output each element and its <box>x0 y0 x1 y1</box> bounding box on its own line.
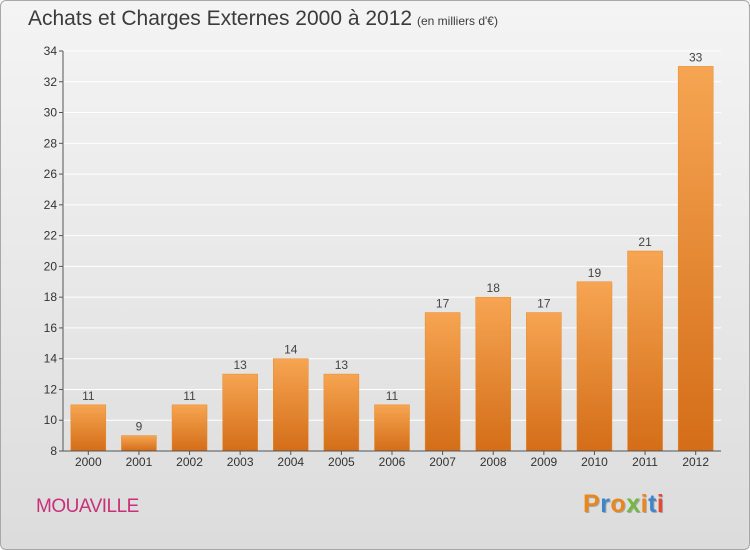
gridlines <box>63 50 721 421</box>
bar-2007 <box>424 312 461 452</box>
y-tick-label: 12 <box>44 382 58 396</box>
chart-subtitle: (en milliers d'€) <box>417 14 498 28</box>
data-label: 11 <box>183 389 196 403</box>
data-label: 17 <box>436 297 450 311</box>
bar-2010 <box>576 281 613 452</box>
x-tick-label: 2000 <box>75 455 102 469</box>
bars <box>70 66 714 452</box>
x-tick-label: 2005 <box>328 455 355 469</box>
data-label: 13 <box>233 358 247 372</box>
data-label: 33 <box>689 50 703 64</box>
x-tick-label: 2004 <box>277 455 304 469</box>
x-tick-label: 2003 <box>227 455 254 469</box>
y-tick-label: 30 <box>44 106 58 120</box>
data-label: 18 <box>487 281 501 295</box>
x-tick-label: 2007 <box>429 455 456 469</box>
bar-2012 <box>677 66 714 452</box>
y-tick-label: 28 <box>44 136 58 150</box>
data-label: 17 <box>537 297 551 311</box>
y-tick-label: 14 <box>44 352 58 366</box>
x-tick-label: 2008 <box>480 455 507 469</box>
y-tick-label: 26 <box>44 167 58 181</box>
bar-2001 <box>121 435 157 452</box>
y-tick-label: 18 <box>44 290 58 304</box>
data-label: 13 <box>335 358 349 372</box>
y-tick-label: 20 <box>44 259 58 273</box>
bar-2002 <box>171 404 208 452</box>
chart-title: Achats et Charges Externes 2000 à 2012 <box>28 7 413 30</box>
bar-2003 <box>222 373 258 452</box>
x-tick-label: 2009 <box>530 455 557 469</box>
bar-2009 <box>526 312 562 452</box>
y-tick-label: 24 <box>44 198 58 212</box>
y-tick-label: 10 <box>44 413 58 427</box>
x-tick-label: 2010 <box>581 455 608 469</box>
axes <box>59 50 721 455</box>
x-tick-label: 2001 <box>126 455 153 469</box>
x-tick-label: 2011 <box>632 455 658 469</box>
data-label: 11 <box>386 389 399 403</box>
y-tick-label: 22 <box>44 229 58 243</box>
x-tick-label: 2012 <box>682 455 709 469</box>
y-tick-label: 34 <box>44 44 58 58</box>
y-tick-label: 8 <box>50 444 57 458</box>
bar-2004 <box>273 358 309 452</box>
labels: 8 10 12 14 16 18 20 22 24 26 28 30 32 34 11 2000 9 2001 11… <box>44 44 710 469</box>
bar-2008 <box>475 296 511 452</box>
x-tick-label: 2002 <box>176 455 203 469</box>
data-label: 9 <box>136 420 143 434</box>
proxiti-logo[interactable]: Proxiti <box>583 490 665 518</box>
data-label: 21 <box>638 235 652 249</box>
y-tick-label: 16 <box>44 321 58 335</box>
bar-2006 <box>374 404 410 452</box>
data-label: 19 <box>588 266 602 280</box>
data-label: 11 <box>82 389 95 403</box>
data-label: 14 <box>284 343 298 357</box>
y-tick-label: 32 <box>44 75 58 89</box>
town-name: MOUAVILLE <box>36 496 139 517</box>
bar-2005 <box>323 373 360 452</box>
x-tick-label: 2006 <box>379 455 406 469</box>
bar-2011 <box>627 250 663 452</box>
bar-2000 <box>70 404 107 452</box>
